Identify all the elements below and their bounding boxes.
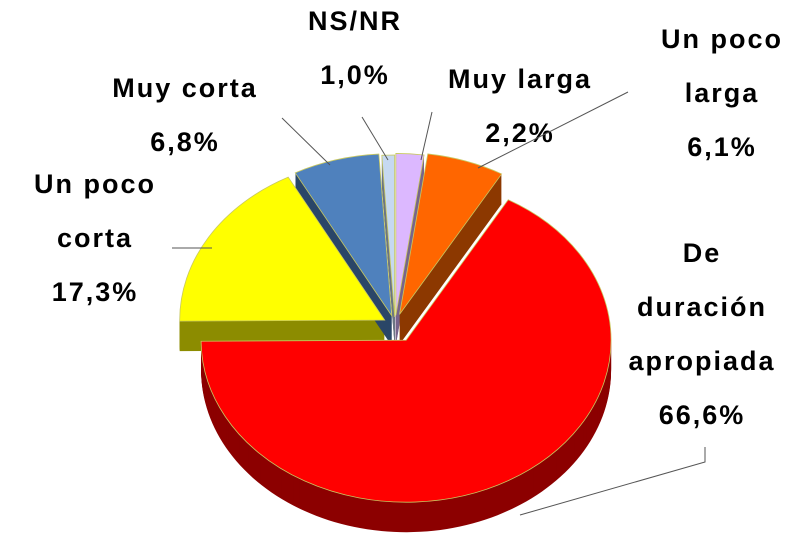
slice	[399, 153, 503, 315]
slice-name: De duración apropiada	[628, 238, 775, 376]
slice	[294, 153, 393, 318]
pie-tops	[179, 153, 612, 503]
slice-name-line: duración	[637, 292, 767, 322]
slice	[179, 176, 386, 322]
slice	[200, 199, 612, 503]
slice-name-line: apropiada	[628, 346, 775, 376]
slice-value: 2,2%	[485, 118, 555, 148]
slice-name: Un poco larga	[661, 24, 783, 108]
slice-name: Un poco corta	[34, 169, 156, 253]
slice-name: NS/NR	[308, 6, 402, 36]
labels: Muy larga 2,2% Un poco larga 6,1% De duración a…	[34, 6, 783, 516]
slice-name-line: NS/NR	[308, 6, 402, 36]
slice-name-line: De	[683, 238, 722, 268]
slice-name-line: corta	[57, 223, 133, 253]
slice-name-line: Muy corta	[112, 73, 258, 103]
slice-name-line: Muy larga	[448, 64, 592, 94]
slice-name: Muy larga	[448, 64, 592, 94]
slice-name-line: Un poco	[34, 169, 156, 199]
slice-name-line: larga	[685, 78, 760, 108]
slice-value: 6,8%	[150, 127, 220, 157]
leader-line	[519, 447, 706, 516]
leader-line	[361, 116, 389, 161]
leader-line	[281, 117, 331, 166]
slice	[381, 154, 396, 318]
slice-name-line: Un poco	[661, 24, 783, 54]
slice-value: 66,6%	[659, 400, 746, 430]
slice-name: Muy corta	[112, 73, 258, 103]
leader-line	[420, 111, 433, 161]
slice-value: 6,1%	[687, 132, 757, 162]
leader-line	[477, 91, 629, 169]
slice	[395, 153, 425, 316]
slice-value: 17,3%	[52, 277, 139, 307]
slice-value: 1,0%	[320, 60, 390, 90]
